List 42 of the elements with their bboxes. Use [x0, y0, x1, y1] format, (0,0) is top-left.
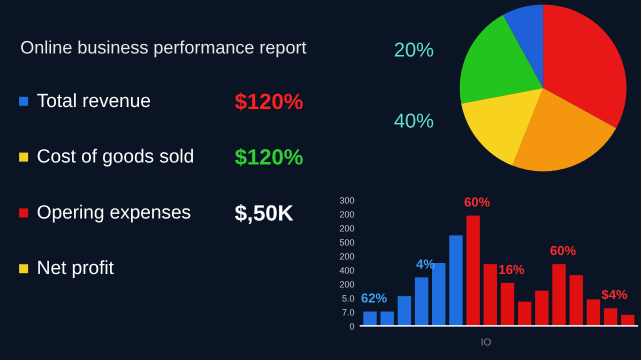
bar: [414, 277, 428, 326]
text: 200: [340, 224, 355, 234]
bar: [466, 216, 480, 326]
text: 300: [340, 196, 355, 206]
text: 60%: [464, 194, 491, 210]
category-label: Net profit: [36, 258, 115, 280]
annotation: $4%: [602, 287, 628, 302]
text: 200: [340, 210, 355, 220]
bar: [500, 282, 514, 326]
text: 500: [340, 238, 355, 248]
text: 400: [340, 265, 355, 276]
bar: [552, 264, 566, 326]
bar: [484, 264, 497, 326]
annotation: 60%: [550, 243, 576, 258]
text: $120%: [234, 88, 304, 114]
bar: [570, 275, 583, 326]
annotation: 4%: [416, 256, 436, 272]
bar: [518, 302, 532, 326]
category-label: Opering expenses: [36, 202, 192, 224]
annotation: 62%: [361, 290, 388, 306]
annotation: 16%: [498, 262, 525, 277]
bar: [535, 290, 549, 326]
text: $,50K: [234, 200, 294, 226]
bar: [363, 312, 377, 326]
text: 0: [350, 321, 355, 332]
bar: [604, 308, 618, 326]
bar: [449, 235, 463, 326]
text: 200: [340, 252, 355, 262]
x-axis-title: IO: [480, 338, 492, 348]
text: 40%: [394, 110, 434, 132]
text: 20%: [394, 40, 434, 62]
text: 200: [340, 279, 355, 290]
text: Online business performance report: [20, 37, 306, 58]
bar: [621, 314, 634, 326]
bar: [398, 296, 412, 326]
bar: [586, 299, 600, 326]
category-label: Cost of goods sold: [36, 146, 194, 168]
bar: [380, 312, 394, 326]
text: 7.0: [342, 307, 355, 318]
category-label: Total revenue: [36, 90, 151, 112]
text: $120%: [234, 144, 304, 170]
text: 5.0: [342, 293, 355, 304]
